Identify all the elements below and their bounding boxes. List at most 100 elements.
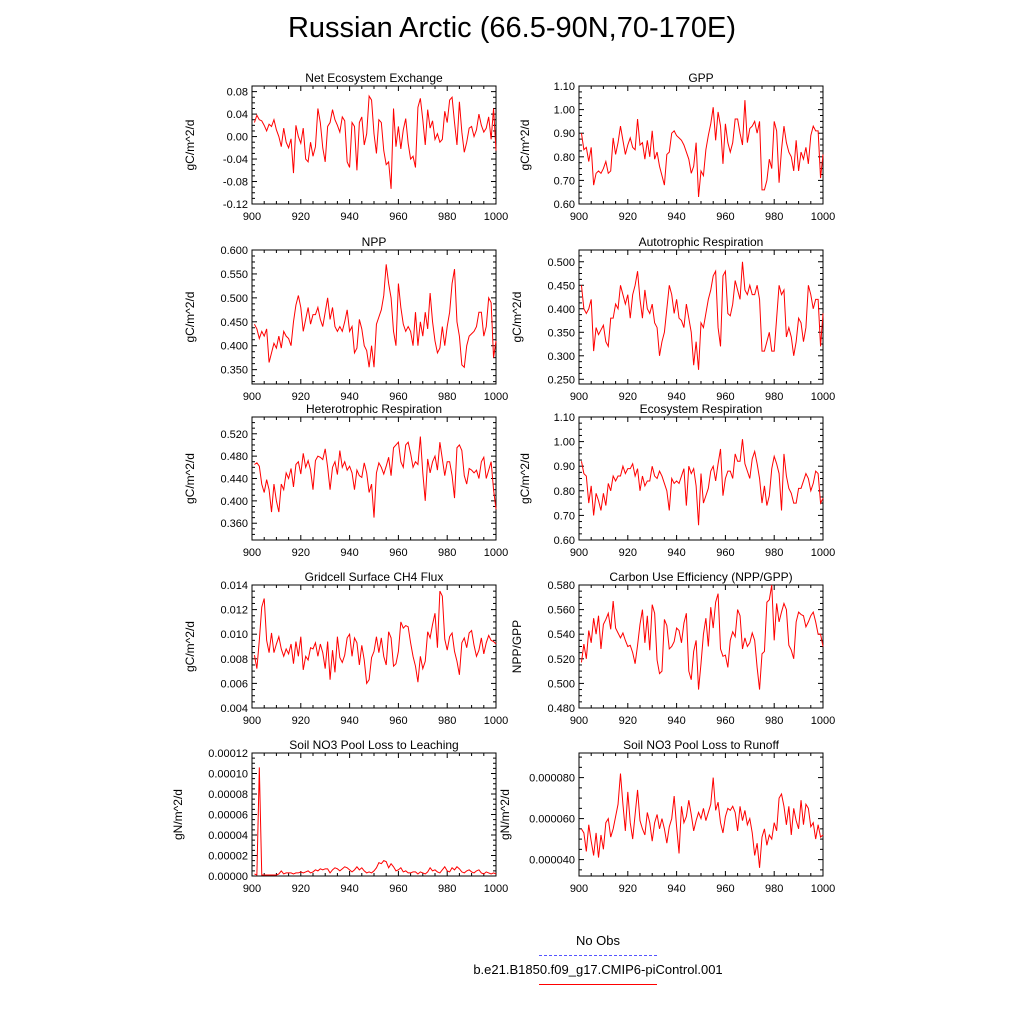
y-tick-label: 0.004 (220, 703, 248, 715)
y-axis-label: gC/m^2/d (510, 292, 524, 343)
y-tick-label: 0.540 (547, 629, 575, 641)
series-line (254, 436, 497, 518)
y-tick-label: 0.450 (220, 317, 248, 329)
panel-9: Soil NO3 Pool Loss to Leaching 900 920 940 9… (171, 738, 508, 895)
y-tick-label: 0.80 (554, 486, 575, 498)
x-tick-label: 900 (243, 547, 261, 559)
x-tick-label: 980 (438, 211, 456, 223)
y-tick-label: 0.04 (227, 109, 248, 121)
x-tick-label: 1000 (484, 391, 508, 403)
y-tick-label: 0.400 (220, 496, 248, 508)
y-tick-label: 0.500 (547, 257, 575, 269)
x-tick-label: 1000 (811, 883, 835, 895)
panel-title: Autotrophic Respiration (639, 235, 764, 249)
x-tick-label: 920 (619, 211, 637, 223)
y-tick-label: -0.12 (223, 199, 248, 211)
x-tick-label: 1000 (484, 883, 508, 895)
y-tick-label: 0.00002 (208, 851, 248, 863)
x-tick-label: 960 (716, 211, 734, 223)
x-tick-label: 900 (570, 883, 588, 895)
y-tick-label: 0.008 (220, 654, 248, 666)
x-tick-label: 980 (765, 547, 783, 559)
x-tick-label: 960 (716, 391, 734, 403)
x-tick-label: 920 (292, 391, 310, 403)
x-tick-label: 980 (765, 391, 783, 403)
x-tick-label: 940 (340, 883, 358, 895)
x-tick-label: 1000 (484, 211, 508, 223)
series-line (580, 261, 824, 370)
x-tick-label: 900 (243, 883, 261, 895)
y-tick-label: -0.04 (223, 154, 248, 166)
panel-1: Net Ecosystem Exchange 900 920 940 960 980 100… (183, 71, 508, 223)
panel-title: GPP (688, 71, 713, 85)
x-tick-label: 980 (765, 715, 783, 727)
y-tick-label: 0.08 (227, 87, 248, 99)
x-tick-label: 960 (716, 715, 734, 727)
x-tick-label: 900 (570, 547, 588, 559)
y-tick-label: 1.10 (554, 412, 575, 424)
figure-title: Russian Arctic (66.5-90N,70-170E) (287, 12, 737, 44)
y-tick-label: 0.70 (554, 510, 575, 522)
x-tick-label: 940 (340, 547, 358, 559)
plot-frame (578, 249, 824, 385)
panel-8: Carbon Use Efficiency (NPP/GPP) 900 920 940… (510, 570, 835, 727)
x-tick-label: 1000 (484, 547, 508, 559)
panel-title: Gridcell Surface CH4 Flux (305, 570, 444, 584)
series-line (254, 767, 497, 876)
y-tick-label: 0.350 (220, 365, 248, 377)
plot-frame (251, 752, 497, 877)
series-line (253, 94, 497, 189)
x-tick-label: 980 (438, 715, 456, 727)
x-tick-label: 900 (243, 715, 261, 727)
x-tick-label: 960 (389, 883, 407, 895)
y-tick-label: 0.00004 (208, 830, 248, 842)
y-tick-label: 0.90 (554, 128, 575, 140)
x-tick-label: 900 (243, 211, 261, 223)
x-tick-label: 940 (667, 547, 685, 559)
x-tick-label: 900 (570, 211, 588, 223)
x-tick-label: 1000 (484, 715, 508, 727)
y-tick-label: 0.006 (220, 678, 248, 690)
y-axis-label: gC/m^2/d (183, 120, 197, 171)
y-tick-label: 0.550 (220, 269, 248, 281)
x-tick-label: 900 (243, 391, 261, 403)
y-tick-label: 0.000060 (529, 814, 575, 826)
y-axis-label: gC/m^2/d (183, 621, 197, 672)
x-tick-label: 960 (716, 883, 734, 895)
x-tick-label: 960 (389, 211, 407, 223)
series-line (253, 590, 497, 685)
x-tick-label: 980 (438, 883, 456, 895)
panel-2: GPP 900 920 940 960 980 1000 0.60 0.70 0.80 0.90 1.… (518, 71, 835, 223)
panel-3: NPP 900 920 940 960 980 1000 0.350 0.400 0.450 0.5… (183, 235, 508, 403)
y-tick-label: 0.500 (547, 678, 575, 690)
y-tick-label: 0.00000 (208, 871, 248, 883)
plot-frame (578, 584, 824, 709)
y-tick-label: 0.440 (220, 474, 248, 486)
y-tick-label: 0.400 (220, 341, 248, 353)
y-tick-label: 0.450 (547, 280, 575, 292)
x-tick-label: 1000 (811, 391, 835, 403)
series-line (580, 439, 824, 526)
y-tick-label: 0.480 (547, 703, 575, 715)
series-line (253, 264, 497, 369)
y-tick-label: 0.000080 (529, 773, 575, 785)
y-axis-label: gC/m^2/d (518, 120, 532, 171)
x-tick-label: 920 (292, 211, 310, 223)
x-tick-label: 960 (389, 547, 407, 559)
x-tick-label: 1000 (811, 211, 835, 223)
panel-title: Soil NO3 Pool Loss to Runoff (623, 738, 780, 752)
x-tick-label: 960 (716, 547, 734, 559)
panel-title: Soil NO3 Pool Loss to Leaching (289, 738, 458, 752)
x-tick-label: 940 (340, 715, 358, 727)
x-tick-label: 920 (292, 547, 310, 559)
y-tick-label: -0.08 (223, 177, 248, 189)
x-tick-label: 940 (667, 715, 685, 727)
x-tick-label: 940 (340, 391, 358, 403)
panel-title: NPP (362, 235, 387, 249)
x-tick-label: 940 (667, 391, 685, 403)
x-tick-label: 940 (667, 211, 685, 223)
y-tick-label: 0.300 (547, 351, 575, 363)
y-tick-label: 0.80 (554, 152, 575, 164)
y-tick-label: 0.00008 (208, 789, 248, 801)
legend-line-obs (539, 955, 657, 956)
